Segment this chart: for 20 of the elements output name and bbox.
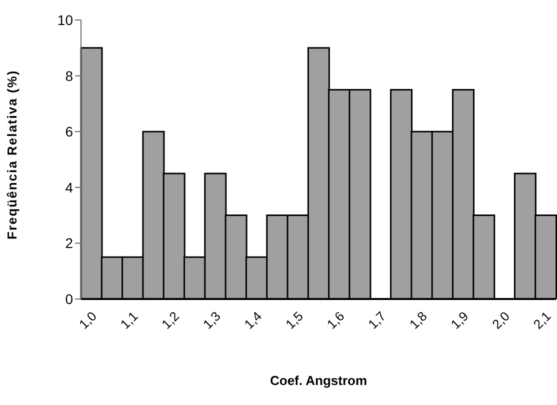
y-tick-label: 8 bbox=[65, 68, 74, 84]
x-tick-label: 2,0 bbox=[489, 308, 512, 332]
y-tick-label: 0 bbox=[65, 290, 74, 307]
y-axis-title: Freqüência Relativa (%) bbox=[4, 70, 20, 240]
x-tick-label: 1,8 bbox=[406, 308, 430, 332]
x-tick-label: 1,2 bbox=[158, 308, 182, 332]
y-tick-label: 10 bbox=[57, 12, 74, 28]
x-tick-label: 1,6 bbox=[324, 308, 348, 332]
x-tick-label: 1,5 bbox=[282, 308, 306, 332]
x-tick-label: 1,7 bbox=[365, 308, 389, 332]
y-tick-label: 2 bbox=[65, 235, 74, 252]
x-tick-label: 2,1 bbox=[530, 308, 554, 332]
x-tick-label: 1,9 bbox=[448, 308, 472, 332]
x-axis-title: Coef. Angstrom bbox=[270, 373, 368, 388]
x-tick-label: 1,3 bbox=[200, 308, 224, 332]
y-tick-label: 6 bbox=[65, 124, 74, 140]
x-tick-label: 1,4 bbox=[241, 308, 265, 332]
y-tick-label: 4 bbox=[65, 179, 74, 196]
x-tick-label: 1,1 bbox=[117, 308, 141, 332]
x-tick-label: 1,0 bbox=[76, 308, 100, 332]
